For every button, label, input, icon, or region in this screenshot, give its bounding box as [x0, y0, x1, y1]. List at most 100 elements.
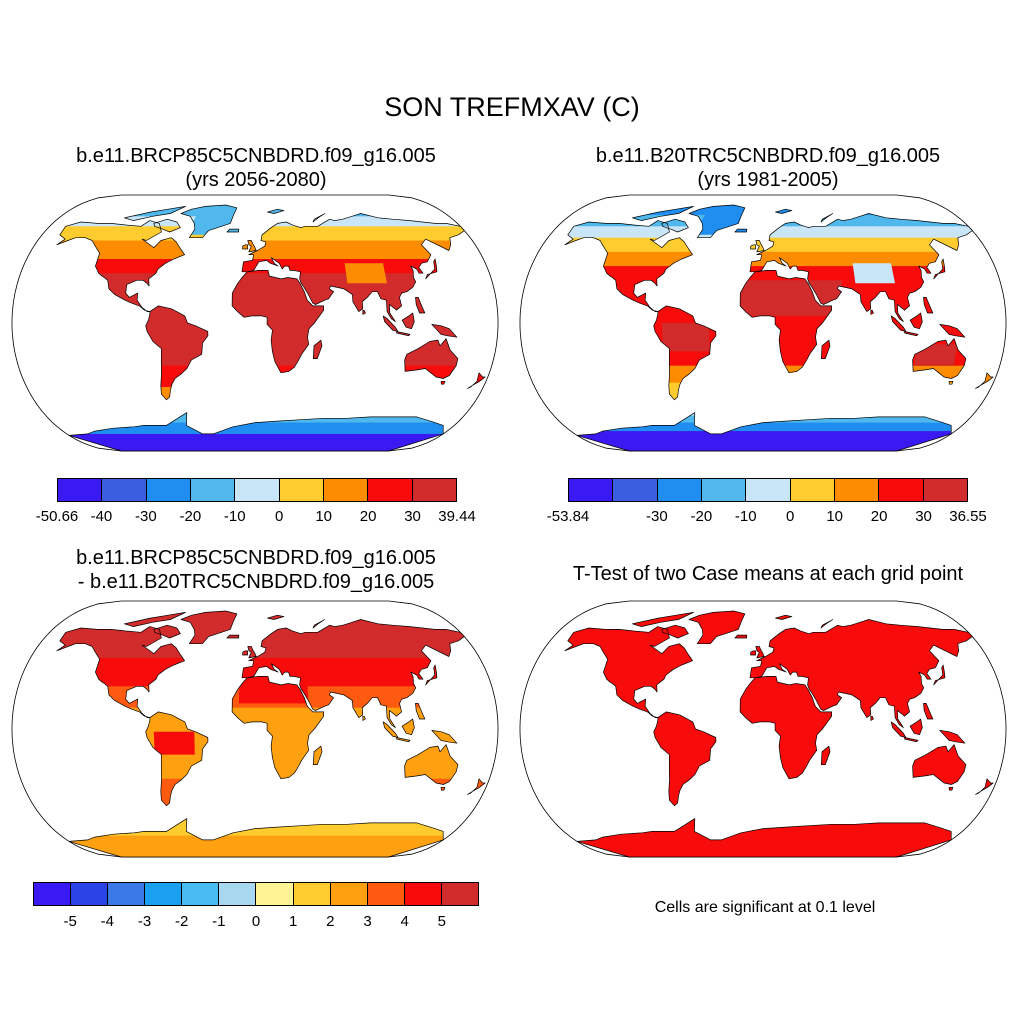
coastline-arcticisl — [124, 206, 186, 221]
colorbar-3-tick-label: -2 — [174, 913, 189, 930]
colorbar-2-swatch-8 — [879, 479, 924, 501]
colorbar-future-ticks: -50.66 -40 -30 -20 -10 0 10 20 30 39.44 — [36, 508, 476, 528]
colorbar-2-tick-label: 20 — [870, 508, 888, 525]
colorbar-2-tick-label: 0 — [786, 508, 795, 525]
panel-1-title-line2: (yrs 2056-2080) — [185, 169, 327, 191]
colorbar-1-swatch-7 — [323, 479, 369, 501]
colorbar-1-tick-label: 39.44 — [438, 508, 476, 525]
coastline-iceland — [734, 634, 748, 639]
colorbar-3-swatch-12 — [441, 883, 478, 905]
coastline-arcticisl — [124, 612, 186, 627]
coastline-newzealand — [467, 372, 486, 389]
panel-3-title-line2: - b.e11.B20TRC5CNBDRD.f09_g16.005 — [77, 571, 435, 593]
colorbar-1-tick-label: 20 — [359, 508, 377, 525]
coastline-tasmania — [948, 380, 954, 385]
coastline-madagascar — [312, 339, 323, 359]
coastline-newguinea — [939, 730, 966, 744]
coastline-australia — [912, 744, 967, 785]
colorbar-1-tick-label: 0 — [275, 508, 284, 525]
colorbar-1-swatch-3 — [146, 479, 191, 501]
colorbar-3-swatch-6 — [219, 883, 257, 905]
coastline-novaya — [820, 619, 834, 629]
map-difference — [10, 600, 500, 858]
coastline-java — [904, 737, 919, 743]
coastline-britain — [247, 646, 257, 659]
colorbar-3-tick-label: 2 — [326, 913, 335, 930]
panel-2-title-line1: b.e11.B20TRC5CNBDRD.f09_g16.005 — [595, 145, 941, 167]
coastline-ireland — [750, 650, 757, 656]
colorbar-3-swatch-7 — [256, 883, 294, 905]
coastline-britain — [755, 646, 765, 659]
coastline-arcticisl — [632, 612, 694, 627]
coastline-java — [396, 737, 411, 743]
coastline-southamerica — [145, 305, 209, 401]
coastline-madagascar — [820, 745, 831, 765]
coastline-novaya — [312, 619, 326, 629]
panel-4-title-line1: T-Test of two Case means at each grid po… — [572, 563, 964, 585]
coastline-greenland — [180, 204, 238, 239]
coastline-philippines — [923, 703, 934, 720]
coastline-antarctica — [68, 818, 444, 858]
colorbar-2-swatch-2 — [613, 479, 658, 501]
coastline-britain — [755, 240, 765, 253]
coastline-eurasia — [241, 213, 465, 322]
coastline-philippines — [415, 703, 426, 720]
colorbar-present — [568, 478, 968, 502]
colorbar-2-tick-label: 10 — [826, 508, 843, 525]
coastline-srilanka — [870, 309, 874, 315]
colorbar-2-swatch-5 — [746, 479, 791, 501]
coastline-baffin — [153, 218, 181, 233]
colorbar-3-swatch-10 — [367, 883, 405, 905]
coastline-newguinea — [431, 730, 458, 744]
colorbar-2-tick-label: -10 — [734, 508, 757, 525]
colorbar-2-swatch-6 — [790, 479, 835, 501]
colorbar-2-swatch-3 — [657, 479, 702, 501]
colorbar-3-tick-label: 0 — [251, 913, 261, 930]
colorbar-1-tick-label: 30 — [404, 508, 421, 525]
colorbar-difference — [33, 882, 479, 906]
coastline-iceland — [734, 228, 748, 233]
coastline-novaya — [820, 213, 834, 223]
coastline-newguinea — [939, 324, 966, 338]
coastline-svalbard — [775, 614, 793, 620]
colorbar-3-swatch-9 — [330, 883, 368, 905]
colorbar-1-tick-label: -30 — [135, 508, 157, 525]
coastline-borneo — [909, 312, 923, 330]
colorbar-2-swatch-1 — [569, 479, 614, 501]
colorbar-1-tick-label: -20 — [179, 508, 202, 525]
coastline-southamerica — [145, 711, 209, 807]
coastline-japan — [933, 664, 946, 686]
map-future — [10, 194, 500, 452]
coastline-svalbard — [267, 208, 285, 214]
coastline-africa — [739, 676, 833, 780]
panel-2-title: b.e11.B20TRC5CNBDRD.f09_g16.005 (yrs 198… — [528, 144, 1008, 192]
coastline-svalbard — [775, 208, 793, 214]
colorbar-3-swatch-3 — [108, 883, 146, 905]
colorbar-difference-ticks: -5 -4 -3 -2 -1 0 1 2 3 4 5 — [33, 913, 479, 933]
coastline-iceland — [226, 228, 240, 233]
colorbar-1-swatch-9 — [412, 479, 456, 501]
colorbar-3-swatch-2 — [71, 883, 109, 905]
coastline-japan — [933, 258, 946, 280]
coastline-srilanka — [362, 309, 366, 315]
map-ttest — [518, 600, 1008, 858]
coastline-africa — [231, 676, 325, 780]
colorbar-3-tick-label: -3 — [137, 913, 152, 930]
coastline-antarctica — [576, 818, 952, 858]
coastline-newzealand — [975, 778, 994, 795]
colorbar-3-swatch-4 — [145, 883, 183, 905]
colorbar-1-tick-label: 10 — [315, 508, 332, 525]
colorbar-3-swatch-5 — [182, 883, 220, 905]
map-present — [518, 194, 1008, 452]
coastline-svalbard — [267, 614, 285, 620]
coastline-ireland — [242, 244, 249, 250]
coastline-antarctica — [68, 412, 444, 452]
coastline-tasmania — [948, 786, 954, 791]
colorbar-1-swatch-6 — [279, 479, 324, 501]
panel-1-title-line1: b.e11.BRCP85C5CNBDRD.f09_g16.005 — [76, 145, 436, 167]
coastline-madagascar — [312, 745, 323, 765]
colorbar-3-tick-label: 4 — [400, 913, 409, 930]
coastline-newguinea — [431, 324, 458, 338]
coastline-newzealand — [975, 372, 994, 389]
colorbar-1-tick-label: -10 — [223, 508, 246, 525]
